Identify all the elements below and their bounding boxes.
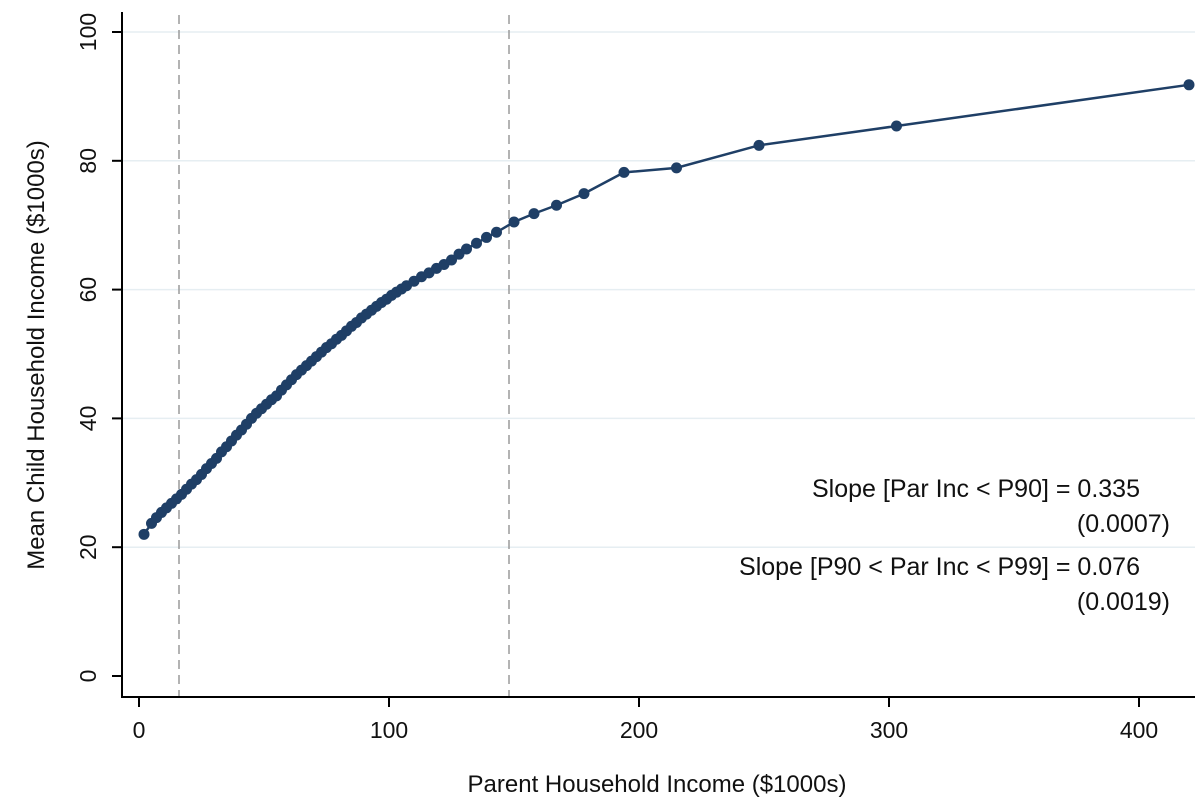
y-tick-label-0: 0 [75, 670, 101, 683]
gridlines [123, 31, 1195, 548]
data-point-63 [491, 226, 502, 238]
x-tick-label-400: 400 [1120, 717, 1158, 743]
y-tick-label-60: 60 [75, 277, 101, 303]
y-tick-label-20: 20 [75, 534, 101, 560]
data-point-71 [891, 120, 902, 132]
y-axis-label: Mean Child Household Income ($1000s) [23, 140, 50, 570]
data-point-62 [481, 231, 492, 243]
slope-annotation-2-se: (0.0019) [1077, 588, 1170, 616]
y-tick-label-80: 80 [75, 148, 101, 174]
x-tick-label-100: 100 [370, 717, 408, 743]
x-tick-label-200: 200 [620, 717, 658, 743]
data-point-67 [578, 188, 590, 200]
series-line-0 [142, 83, 1190, 536]
data-point-70 [753, 139, 765, 151]
axes [121, 12, 1195, 698]
x-tick-label-0: 0 [133, 717, 146, 743]
series-0 [138, 79, 1195, 540]
data-point-68 [618, 166, 630, 178]
y-tick-label-100: 100 [75, 13, 101, 51]
data-point-0 [138, 528, 150, 540]
data-point-65 [528, 208, 540, 220]
data-point-60 [461, 243, 472, 255]
reference-lines [178, 15, 510, 697]
data-point-72 [1183, 79, 1195, 91]
data-point-66 [551, 199, 562, 211]
ticks: 0 20 40 60 80 100 0 100 200 300 400 [75, 13, 1158, 743]
data-point-64 [508, 216, 520, 228]
x-tick-label-300: 300 [870, 717, 908, 743]
slope-annotation-1-se: (0.0007) [1077, 510, 1170, 538]
slope-annotations: Slope [Par Inc < P90] = 0.335 (0.0007) S… [739, 475, 1170, 616]
slope-annotation-2: Slope [P90 < Par Inc < P99] = 0.076 [739, 553, 1140, 581]
y-tick-label-40: 40 [75, 406, 101, 432]
data-point-69 [671, 162, 682, 174]
x-axis-label: Parent Household Income ($1000s) [468, 771, 847, 798]
data-point-61 [471, 237, 482, 249]
slope-annotation-1: Slope [Par Inc < P90] = 0.335 [812, 475, 1140, 503]
data-point-58 [446, 254, 457, 266]
